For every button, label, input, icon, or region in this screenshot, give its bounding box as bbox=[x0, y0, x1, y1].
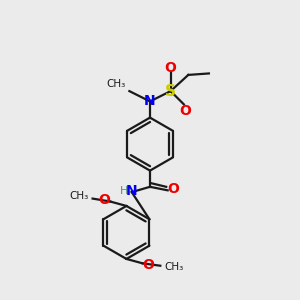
Text: CH₃: CH₃ bbox=[70, 191, 89, 201]
Text: O: O bbox=[142, 258, 154, 272]
Text: CH₃: CH₃ bbox=[165, 262, 184, 272]
Text: H: H bbox=[120, 186, 129, 196]
Text: O: O bbox=[165, 61, 176, 75]
Text: CH₃: CH₃ bbox=[106, 79, 126, 89]
Text: O: O bbox=[98, 193, 110, 207]
Text: N: N bbox=[126, 184, 138, 198]
Text: S: S bbox=[165, 84, 176, 99]
Text: O: O bbox=[179, 104, 191, 118]
Text: O: O bbox=[168, 182, 179, 197]
Text: N: N bbox=[144, 94, 156, 108]
